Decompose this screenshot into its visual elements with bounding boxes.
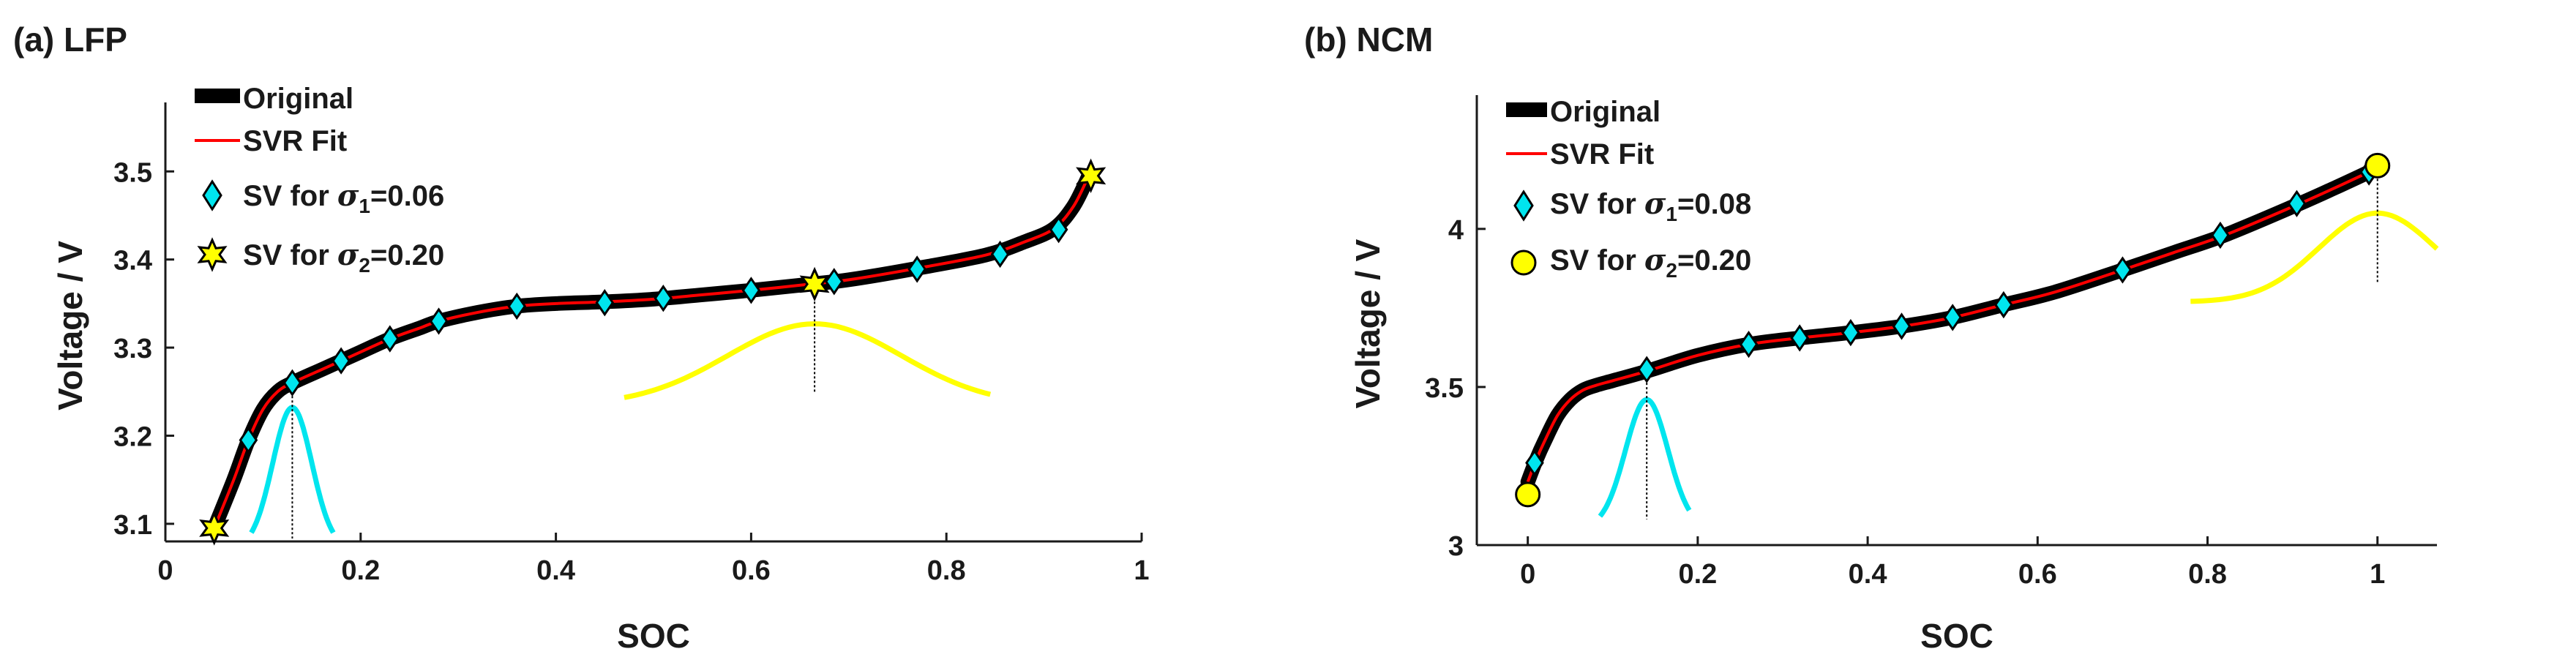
sv-sigma2-point xyxy=(199,511,230,546)
y-tick-label: 3.5 xyxy=(1425,373,1464,404)
x-tick-label: 0.4 xyxy=(536,555,575,586)
y-tick-label: 3 xyxy=(1448,531,1464,562)
x-tick-label: 0 xyxy=(1520,559,1535,590)
sv-sigma1-point xyxy=(239,426,258,454)
sv-sigma1-point xyxy=(332,347,351,375)
sv-sigma1-point xyxy=(1049,216,1068,244)
y-axis-label: Voltage / V xyxy=(51,241,89,410)
legend-sv2-circle-icon xyxy=(1510,249,1537,276)
panel-ncm: (b) NCM 0 0.2 0.4 0.6 0.8 1 3 3.5 4 SOC Voltage / … xyxy=(1304,20,2439,655)
plot-layer: 0 0.2 0.4 0.6 0.8 1 3.1 3.2 3.3 3.4 3.5 SOC Voltage … xyxy=(51,102,1150,655)
sv-sigma1-point xyxy=(907,255,927,283)
x-tick-label: 0.8 xyxy=(927,555,966,586)
kernel-sigma2-curve xyxy=(2190,210,2439,304)
panel-label: (a) LFP xyxy=(13,20,127,59)
sv-sigma1-point xyxy=(1637,356,1657,383)
sv-sigma1-point xyxy=(595,289,615,317)
x-tick-label: 1 xyxy=(2370,559,2385,590)
svr-fit-curve xyxy=(1526,170,2370,483)
legend: Original SVR Fit SV for σ1=0.08 SV for σ… xyxy=(1506,96,1751,282)
sv-sigma1-point xyxy=(1739,330,1759,359)
sv-sigma1-point xyxy=(1943,304,1963,331)
x-axis-label: SOC xyxy=(1920,617,1993,655)
svr-fit-curve xyxy=(212,176,1090,529)
sv-sigma1-point xyxy=(1525,449,1544,477)
kernel-sigma1-curve xyxy=(249,405,336,534)
x-tick-label: 0.8 xyxy=(2188,559,2227,590)
x-tick-label: 1 xyxy=(1134,555,1149,586)
legend: Original SVR Fit SV for σ1=0.06 SV for σ… xyxy=(195,83,444,277)
legend-sv2-label: SV for σ2=0.20 xyxy=(243,238,444,277)
legend-fit-label: SVR Fit xyxy=(243,125,347,157)
axes: 0 0.2 0.4 0.6 0.8 1 3 3.5 4 SOC Voltage / V xyxy=(1349,95,2437,655)
sv-sigma2-point xyxy=(799,266,830,302)
kernel-sigma2-curve xyxy=(624,321,992,400)
y-axis-label: Voltage / V xyxy=(1349,239,1387,408)
x-tick-label: 0 xyxy=(157,555,173,586)
legend-sv2-label: SV for σ2=0.20 xyxy=(1550,243,1751,282)
legend-original-swatch xyxy=(195,89,240,103)
x-tick-label: 0.2 xyxy=(1678,559,1717,590)
sv-sigma1-point xyxy=(654,285,673,312)
sv-sigma1-point xyxy=(1790,324,1810,352)
sv-sigma1-point xyxy=(824,268,844,296)
sv-sigma1-point xyxy=(507,292,527,320)
panel-lfp: (a) LFP 0 0.2 0.4 0.6 0.8 1 3.1 3.2 3.3 3.4 3.5 SOC… xyxy=(13,20,1150,655)
plot-layer: 0 0.2 0.4 0.6 0.8 1 3 3.5 4 SOC Voltage / V xyxy=(1349,95,2439,655)
sv-sigma2-point xyxy=(2365,152,2391,179)
y-tick-label: 4 xyxy=(1448,215,1464,246)
legend-original-swatch xyxy=(1506,102,1547,117)
x-axis-label: SOC xyxy=(617,617,690,655)
legend-sv1-diamond-icon xyxy=(202,179,222,211)
x-tick-label: 0.4 xyxy=(1849,559,1887,590)
sv-sigma2-point xyxy=(1515,481,1541,508)
legend-sv1-diamond-icon xyxy=(1513,189,1534,222)
y-tick-label: 3.4 xyxy=(113,246,152,277)
sv-sigma1-point xyxy=(380,325,400,353)
legend-sv1-label: SV for σ1=0.06 xyxy=(243,179,444,217)
legend-sv2-star-icon xyxy=(197,237,228,272)
sv-sigma1-point xyxy=(429,307,449,335)
legend-original-label: Original xyxy=(1550,96,1660,128)
original-curve xyxy=(206,170,1096,536)
x-tick-label: 0.6 xyxy=(732,555,771,586)
legend-original-label: Original xyxy=(243,83,353,115)
sv-sigma1-point xyxy=(2113,256,2133,284)
sv-sigma1-point xyxy=(1892,312,1912,340)
sv-sigma1-point xyxy=(1841,318,1860,347)
y-tick-label: 3.5 xyxy=(113,157,152,188)
x-tick-label: 0.2 xyxy=(341,555,380,586)
panel-label: (b) NCM xyxy=(1304,20,1433,59)
sv-sigma2-point xyxy=(1076,158,1107,194)
y-tick-label: 3.1 xyxy=(113,510,152,541)
sv-sigma1-point xyxy=(1994,290,2013,319)
y-tick-label: 3.2 xyxy=(113,422,152,453)
sv-sigma1-point xyxy=(2211,221,2230,249)
axes: 0 0.2 0.4 0.6 0.8 1 3.1 3.2 3.3 3.4 3.5 SOC Voltage … xyxy=(51,102,1150,655)
sv-sigma1-point xyxy=(2287,189,2307,217)
legend-fit-label: SVR Fit xyxy=(1550,138,1654,170)
sv-sigma1-point xyxy=(990,240,1010,269)
y-tick-label: 3.3 xyxy=(113,334,152,364)
sv-sigma1-point xyxy=(282,369,302,397)
kernel-sigma1-curve xyxy=(1598,397,1692,518)
sv-sigma1-point xyxy=(741,277,761,304)
legend-sv1-label: SV for σ1=0.08 xyxy=(1550,187,1751,225)
x-tick-label: 0.6 xyxy=(2018,559,2057,590)
